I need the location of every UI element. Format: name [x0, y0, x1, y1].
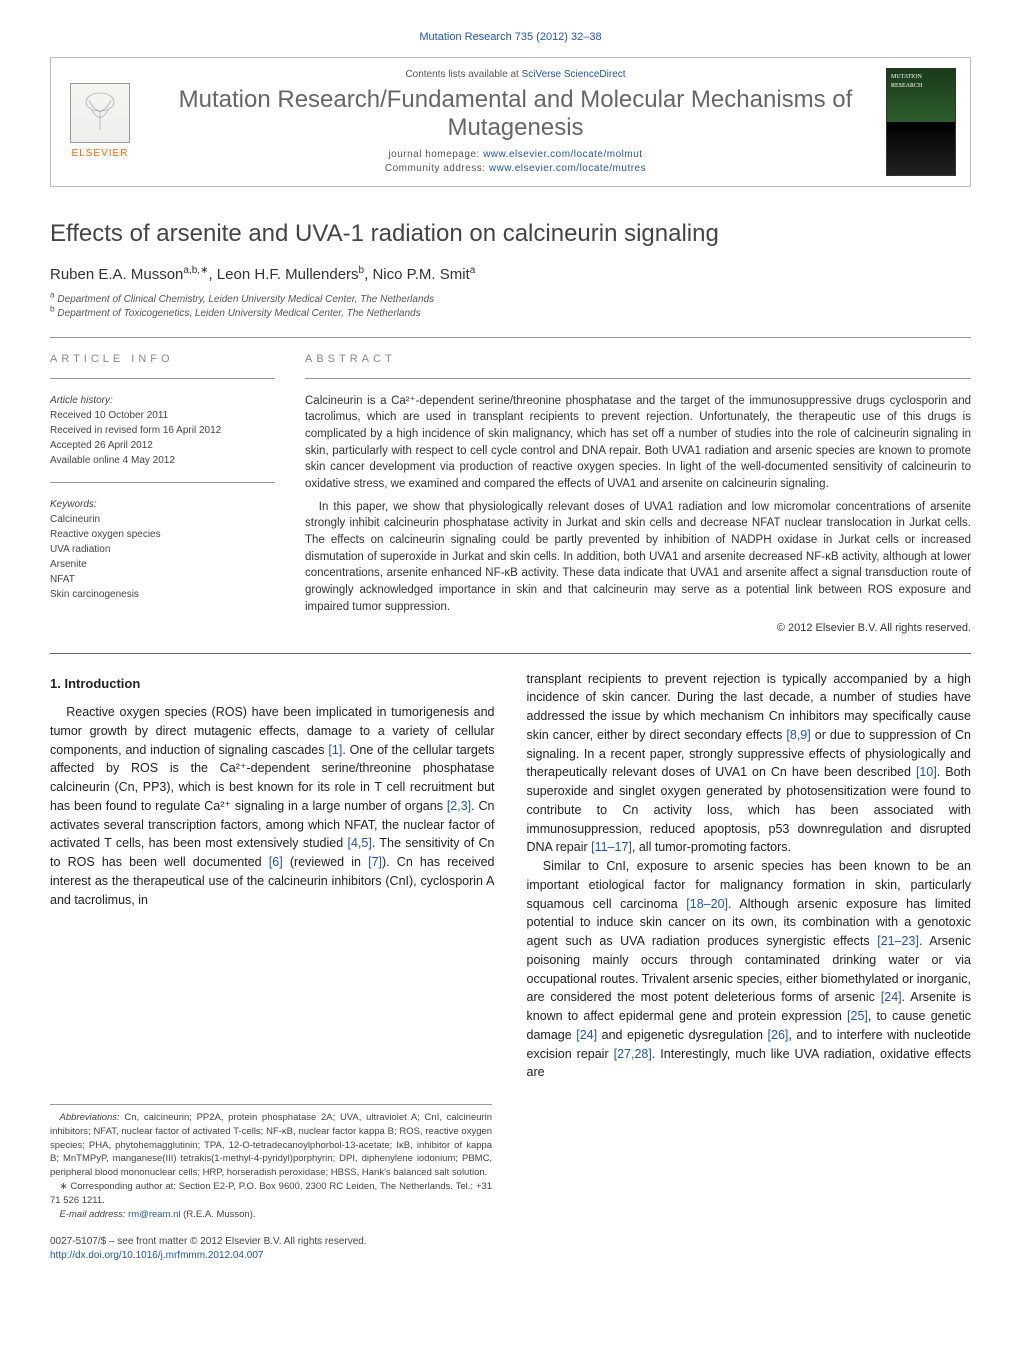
article-title: Effects of arsenite and UVA-1 radiation … [50, 217, 971, 251]
journal-full-title: Mutation Research/Fundamental and Molecu… [159, 86, 872, 141]
community-link[interactable]: www.elsevier.com/locate/mutres [489, 163, 646, 174]
homepage-label: journal homepage: [388, 149, 483, 160]
homepage-link[interactable]: www.elsevier.com/locate/molmut [483, 149, 643, 160]
keywords-block: Keywords: CalcineurinReactive oxygen spe… [50, 497, 275, 602]
keyword: Reactive oxygen species [50, 527, 275, 542]
community-address-line: Community address: www.elsevier.com/loca… [159, 162, 872, 176]
abstract-paragraph: In this paper, we show that physiologica… [305, 499, 971, 616]
footnotes-block: Abbreviations: Cn, calcineurin; PP2A, pr… [50, 1104, 492, 1221]
info-rule-1 [50, 378, 275, 379]
journal-citation: Mutation Research 735 (2012) 32–38 [50, 30, 971, 45]
author-list: Ruben E.A. Mussona,b,∗, Leon H.F. Mullen… [50, 264, 971, 285]
community-label: Community address: [385, 163, 489, 174]
history-line: Accepted 26 April 2012 [50, 438, 275, 453]
history-line: Available online 4 May 2012 [50, 453, 275, 468]
journal-homepage-line: journal homepage: www.elsevier.com/locat… [159, 148, 872, 162]
intro-paragraph-2: transplant recipients to prevent rejecti… [527, 670, 972, 858]
body-top-rule [50, 653, 971, 654]
keyword: UVA radiation [50, 542, 275, 557]
author-email-link[interactable]: rm@ream.nl [128, 1209, 180, 1220]
email-label: E-mail address: [60, 1209, 129, 1220]
contents-prefix: Contents lists available at [405, 69, 521, 80]
elsevier-tree-icon [70, 83, 130, 143]
keyword: Skin carcinogenesis [50, 587, 275, 602]
contents-available-line: Contents lists available at SciVerse Sci… [159, 68, 872, 82]
sciencedirect-link[interactable]: SciVerse ScienceDirect [522, 69, 626, 80]
affiliation-a-text: Department of Clinical Chemistry, Leiden… [57, 294, 434, 305]
keyword: NFAT [50, 572, 275, 587]
abstract-copyright: © 2012 Elsevier B.V. All rights reserved… [305, 621, 971, 636]
abstract-rule [305, 378, 971, 379]
body-two-column: 1. Introduction Reactive oxygen species … [50, 670, 971, 1083]
separator-rule [50, 337, 971, 338]
history-heading: Article history: [50, 393, 275, 408]
affiliation-a: a Department of Clinical Chemistry, Leid… [50, 293, 971, 307]
affiliations: a Department of Clinical Chemistry, Leid… [50, 293, 971, 321]
keywords-heading: Keywords: [50, 497, 275, 512]
article-info-column: article info Article history: Received 1… [50, 352, 275, 637]
intro-paragraph-1: Reactive oxygen species (ROS) have been … [50, 703, 495, 909]
journal-header-box: ELSEVIER Contents lists available at Sci… [50, 57, 971, 186]
article-history-block: Article history: Received 10 October 201… [50, 393, 275, 468]
publisher-name: ELSEVIER [72, 147, 129, 161]
intro-paragraph-3: Similar to CnI, exposure to arsenic spec… [527, 857, 972, 1082]
article-info-label: article info [50, 352, 275, 367]
keyword: Calcineurin [50, 512, 275, 527]
keyword: Arsenite [50, 557, 275, 572]
abbrev-label: Abbreviations: [60, 1112, 120, 1123]
abstract-column: abstract Calcineurin is a Ca²⁺-dependent… [305, 352, 971, 637]
header-center: Contents lists available at SciVerse Sci… [145, 68, 886, 175]
history-line: Received in revised form 16 April 2012 [50, 423, 275, 438]
abstract-text: Calcineurin is a Ca²⁺-dependent serine/t… [305, 393, 971, 616]
abstract-label: abstract [305, 352, 971, 367]
doi-link[interactable]: http://dx.doi.org/10.1016/j.mrfmmm.2012.… [50, 1250, 263, 1261]
info-rule-2 [50, 482, 275, 483]
info-abstract-row: article info Article history: Received 1… [50, 352, 971, 637]
publisher-logo: ELSEVIER [65, 68, 145, 175]
abbreviations-footnote: Abbreviations: Cn, calcineurin; PP2A, pr… [50, 1111, 492, 1180]
history-line: Received 10 October 2011 [50, 408, 275, 423]
page-footer-meta: 0027-5107/$ – see front matter © 2012 El… [50, 1235, 971, 1263]
journal-cover-thumbnail: MUTATION RESEARCH [886, 68, 956, 175]
cover-title: MUTATION RESEARCH [891, 73, 951, 90]
issn-line: 0027-5107/$ – see front matter © 2012 El… [50, 1235, 971, 1249]
email-suffix: (R.E.A. Musson). [181, 1209, 256, 1220]
abstract-paragraph: Calcineurin is a Ca²⁺-dependent serine/t… [305, 393, 971, 493]
email-footnote: E-mail address: rm@ream.nl (R.E.A. Musso… [50, 1208, 492, 1222]
section-1-heading: 1. Introduction [50, 674, 495, 694]
corresponding-author-footnote: ∗ Corresponding author at: Section E2-P,… [50, 1180, 492, 1208]
affiliation-b: b Department of Toxicogenetics, Leiden U… [50, 307, 971, 321]
affiliation-b-text: Department of Toxicogenetics, Leiden Uni… [57, 308, 420, 319]
